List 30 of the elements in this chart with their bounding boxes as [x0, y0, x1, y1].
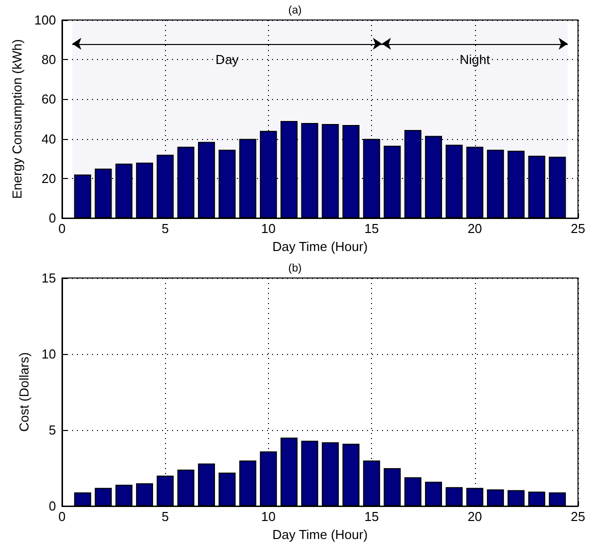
y-tick-label: 100 — [34, 12, 56, 28]
x-tick-label: 25 — [570, 509, 586, 524]
x-tick-label: 20 — [468, 509, 482, 524]
chart-title: (b) — [288, 262, 302, 274]
x-tick-label: 15 — [364, 509, 379, 524]
x-tick-label: 5 — [162, 509, 169, 524]
x-tick-label: 10 — [261, 221, 276, 236]
chart-title: (a) — [288, 4, 302, 16]
x-axis-title: Day Time (Hour) — [272, 527, 368, 542]
x-tick-label: 15 — [364, 221, 379, 236]
y-axis-title: Energy Consumption (kWh) — [9, 39, 24, 199]
x-tick-label: 5 — [162, 221, 169, 236]
band-label: Day — [216, 52, 240, 67]
band-label: Night — [460, 52, 490, 67]
y-tick-label: 20 — [42, 170, 56, 186]
y-tick-label: 80 — [42, 52, 56, 68]
y-tick-label: 0 — [48, 210, 56, 226]
y-tick-label: 10 — [42, 346, 56, 362]
x-tick-label: 25 — [570, 221, 586, 236]
x-tick-label: 0 — [58, 221, 66, 236]
y-axis-title: Cost (Dollars) — [16, 352, 32, 432]
x-tick-label: 20 — [468, 221, 482, 236]
y-tick-label: 5 — [48, 422, 56, 438]
y-tick-label: 15 — [42, 270, 56, 286]
y-tick-label: 60 — [42, 92, 56, 107]
x-tick-label: 10 — [261, 509, 276, 524]
x-tick-label: 0 — [58, 509, 66, 524]
x-axis-title: Day Time (Hour) — [272, 239, 368, 254]
y-tick-label: 40 — [42, 131, 56, 146]
y-tick-label: 0 — [48, 498, 56, 514]
